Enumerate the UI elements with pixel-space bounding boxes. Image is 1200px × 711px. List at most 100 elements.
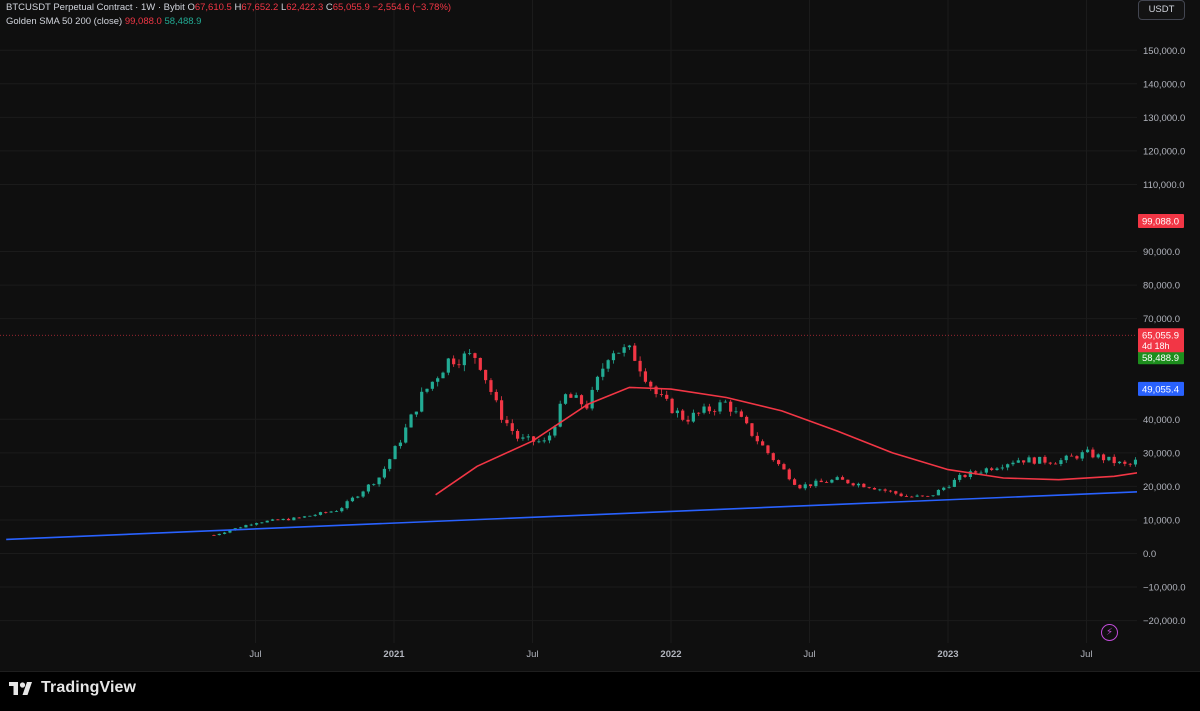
price-tags: 99,088.0 58,488.9 49,055.4 65,055.94d 18h — [1138, 214, 1184, 396]
candle-body — [340, 508, 344, 512]
sma50-legend-value: 99,088.0 — [124, 16, 162, 27]
candle-body — [926, 495, 930, 497]
price-tick-label: 120,000.0 — [1143, 146, 1185, 157]
candle-body — [585, 404, 589, 409]
tradingview-logo[interactable]: TradingView — [9, 678, 136, 698]
lightning-icon[interactable]: ⚡ — [1101, 624, 1118, 641]
candle-body — [856, 483, 861, 486]
candle-body — [963, 474, 967, 477]
price-chart[interactable]: 150,000.0 140,000.0 130,000.0 120,000.0 110,… — [0, 0, 1200, 671]
change-value: −2,554.6 (−3.78%) — [372, 2, 452, 13]
candle-body — [281, 518, 285, 521]
candle-body — [404, 427, 408, 443]
price-axis: 150,000.0 140,000.0 130,000.0 120,000.0 110,… — [1143, 46, 1186, 627]
candle-body — [846, 479, 850, 484]
candle-body — [254, 523, 259, 525]
candle-body — [382, 468, 387, 478]
candle-body — [920, 495, 925, 497]
candle-body — [1085, 449, 1090, 453]
candle-body — [824, 482, 829, 483]
candle-body — [1107, 456, 1111, 461]
symbol-title[interactable]: BTCUSDT Perpetual Contract · 1W · Bybit — [6, 2, 185, 13]
candle-body — [436, 378, 440, 382]
candle-body — [739, 411, 743, 417]
candle-body — [872, 487, 877, 490]
candle-body — [1064, 455, 1068, 461]
candle-body — [1117, 461, 1122, 464]
candle-body — [350, 497, 355, 502]
price-tick-label: 150,000.0 — [1143, 46, 1185, 57]
candle-body — [904, 496, 909, 497]
candle-body — [718, 402, 722, 412]
candle-body — [1101, 454, 1106, 461]
candle-body — [590, 389, 594, 409]
candle-body — [1016, 460, 1020, 463]
candle-body — [1043, 456, 1047, 463]
candle-body — [654, 386, 658, 395]
legend-symbol-row: BTCUSDT Perpetual Contract · 1W · Bybit … — [6, 2, 452, 13]
candle-body — [851, 483, 855, 486]
candle-body — [1032, 457, 1036, 464]
candle-body — [1054, 463, 1058, 465]
candle-body — [691, 412, 695, 422]
candle-body — [649, 381, 653, 387]
candle-body — [558, 403, 562, 427]
candle-body — [595, 376, 600, 390]
candle-body — [515, 430, 520, 439]
candle-body — [334, 511, 339, 512]
candle-body — [910, 496, 914, 498]
close-value: 65,055.9 — [332, 2, 370, 13]
candle-body — [659, 394, 664, 395]
candle-body — [947, 486, 951, 488]
candle-body — [297, 517, 301, 519]
candle-body — [324, 512, 328, 513]
candle-body — [249, 524, 253, 526]
candle-body — [1123, 461, 1127, 464]
candle-body — [505, 419, 509, 424]
candle-body — [398, 442, 402, 447]
candle-body — [238, 527, 243, 529]
candle-body — [462, 353, 466, 366]
candle-body — [542, 440, 546, 442]
candle-body — [441, 372, 445, 379]
candle-body — [425, 388, 429, 392]
candle-body — [878, 489, 882, 491]
candle-body — [734, 411, 738, 413]
trendline — [6, 488, 1200, 541]
price-tick-label: 20,000.0 — [1143, 482, 1180, 493]
candle-body — [393, 446, 397, 460]
candle-body — [681, 410, 685, 420]
candle-body — [819, 480, 823, 483]
candle-body — [643, 371, 648, 382]
candle-body — [974, 471, 978, 473]
price-tick-label: 80,000.0 — [1143, 281, 1180, 292]
grid — [0, 0, 1137, 643]
sma200-price-tag: 58,488.9 — [1142, 353, 1179, 364]
candle-body — [723, 401, 727, 403]
candle-body — [494, 391, 498, 401]
candle-body — [569, 394, 573, 398]
candle-body — [574, 395, 578, 398]
time-tick-label: 2022 — [660, 649, 681, 660]
candle-body — [979, 472, 983, 474]
candle-body — [787, 469, 791, 480]
candle-body — [984, 468, 988, 473]
candle-body — [579, 395, 584, 405]
candle-body — [563, 394, 568, 404]
currency-button[interactable]: USDT — [1138, 0, 1185, 20]
candle-body — [622, 347, 626, 353]
support-price-tag: 49,055.4 — [1142, 384, 1179, 395]
candle-body — [388, 459, 392, 469]
price-tick-label: 70,000.0 — [1143, 314, 1180, 325]
low-value: 62,422.3 — [286, 2, 324, 13]
high-value: 67,652.2 — [241, 2, 279, 13]
candle-body — [990, 468, 994, 471]
candle-body — [707, 406, 711, 412]
indicator-title[interactable]: Golden SMA 50 200 (close) — [6, 16, 123, 27]
candle-body — [457, 364, 461, 366]
candle-body — [1091, 449, 1095, 458]
candle-body — [952, 479, 956, 487]
candle-body — [958, 474, 962, 480]
price-tick-label: 90,000.0 — [1143, 247, 1180, 258]
